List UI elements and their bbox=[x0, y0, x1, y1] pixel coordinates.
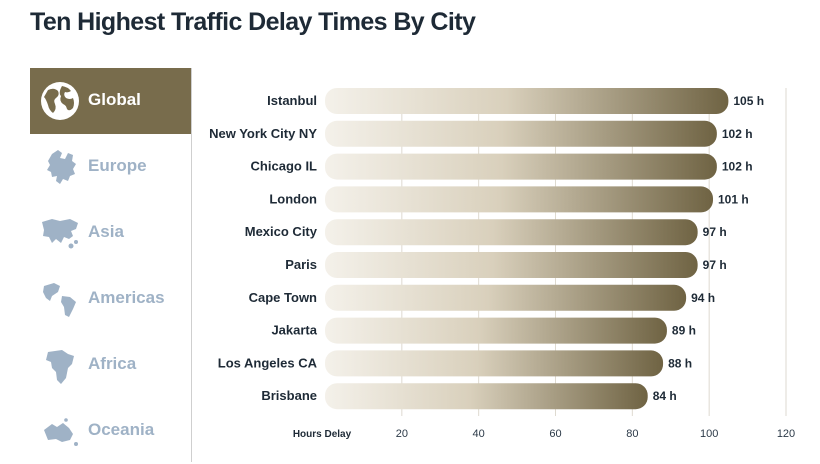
category-label: Los Angeles CA bbox=[218, 355, 318, 370]
bar bbox=[325, 153, 717, 180]
bar bbox=[325, 284, 687, 311]
bar bbox=[325, 186, 714, 213]
category-label: Brisbane bbox=[261, 388, 317, 403]
value-label: 102 h bbox=[722, 160, 753, 174]
sidebar-item-global[interactable]: Global bbox=[30, 68, 192, 134]
value-label: 89 h bbox=[672, 324, 696, 338]
sidebar-item-europe[interactable]: Europe bbox=[30, 134, 192, 200]
category-label: New York City NY bbox=[209, 126, 317, 141]
sidebar-item-oceania[interactable]: Oceania bbox=[30, 398, 192, 464]
globe-icon bbox=[41, 82, 79, 120]
value-label: 97 h bbox=[703, 258, 727, 272]
category-label: Cape Town bbox=[249, 290, 317, 305]
sidebar-item-label: Oceania bbox=[88, 420, 155, 439]
europe-map-icon bbox=[47, 150, 76, 184]
bar bbox=[325, 88, 729, 114]
americas-map-icon bbox=[43, 283, 76, 317]
x-tick-label: 40 bbox=[473, 428, 485, 440]
value-label: 84 h bbox=[653, 389, 677, 403]
x-tick-label: 60 bbox=[549, 428, 561, 440]
bar bbox=[325, 120, 717, 147]
category-label: London bbox=[269, 191, 317, 206]
africa-map-icon bbox=[46, 350, 74, 384]
value-label: 88 h bbox=[668, 356, 692, 370]
value-label: 97 h bbox=[703, 225, 727, 239]
value-label: 94 h bbox=[691, 291, 715, 305]
x-tick-label: 80 bbox=[626, 428, 638, 440]
page-title: Ten Highest Traffic Delay Times By City bbox=[30, 8, 476, 36]
value-label: 105 h bbox=[733, 94, 764, 108]
sidebar-item-label: Europe bbox=[88, 156, 147, 175]
sidebar-item-label: Asia bbox=[88, 222, 124, 241]
bar bbox=[325, 317, 667, 344]
category-label: Jakarta bbox=[271, 323, 317, 338]
sidebar-item-americas[interactable]: Americas bbox=[30, 266, 192, 332]
sidebar-item-label: Global bbox=[88, 90, 141, 109]
asia-map-icon bbox=[42, 219, 78, 249]
bar bbox=[325, 252, 698, 278]
bar-chart: 20 40 60 80 100 120 Hours Delay Istanbul 105 h Ne… bbox=[209, 88, 795, 440]
value-label: 102 h bbox=[722, 127, 753, 141]
x-tick-label: 120 bbox=[777, 428, 795, 440]
bar bbox=[325, 219, 698, 246]
category-label: Chicago IL bbox=[251, 159, 318, 174]
sidebar-item-africa[interactable]: Africa bbox=[30, 332, 192, 398]
sidebar-item-label: Americas bbox=[88, 288, 165, 307]
category-label: Istanbul bbox=[267, 93, 317, 108]
x-tick-label: 20 bbox=[396, 428, 408, 440]
sidebar-item-asia[interactable]: Asia bbox=[30, 200, 192, 266]
category-label: Mexico City bbox=[245, 224, 318, 239]
category-label: Paris bbox=[285, 257, 317, 272]
bar bbox=[325, 350, 664, 377]
oceania-map-icon bbox=[44, 418, 78, 446]
x-axis-label: Hours Delay bbox=[293, 429, 352, 440]
region-sidebar: Global Europe Asia Americas Africa Ocean… bbox=[30, 68, 192, 462]
bar bbox=[325, 383, 648, 410]
sidebar-divider bbox=[191, 68, 192, 462]
x-tick-label: 100 bbox=[700, 428, 718, 440]
sidebar-item-label: Africa bbox=[88, 354, 137, 373]
value-label: 101 h bbox=[718, 192, 749, 206]
